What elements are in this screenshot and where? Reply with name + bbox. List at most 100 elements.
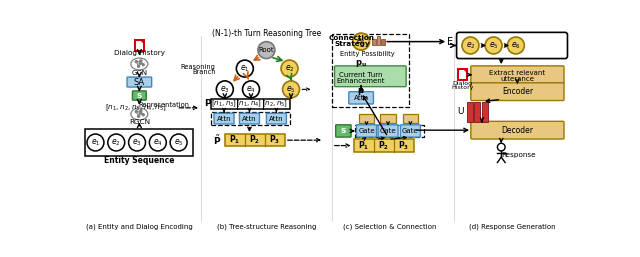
Polygon shape (141, 40, 144, 43)
Text: Attn: Attn (269, 116, 284, 122)
Ellipse shape (131, 108, 148, 120)
Circle shape (281, 60, 298, 77)
Ellipse shape (131, 58, 148, 70)
Text: $[n_1,n_3]$: $[n_1,n_3]$ (211, 99, 237, 109)
FancyBboxPatch shape (211, 113, 289, 125)
FancyBboxPatch shape (349, 92, 373, 104)
Text: $[n_2,n_5]$: $[n_2,n_5]$ (262, 99, 288, 109)
Text: Attn: Attn (217, 116, 232, 122)
Text: Gate: Gate (358, 128, 375, 134)
Text: $\mathbf{p_u}$: $\mathbf{p_u}$ (355, 58, 367, 69)
Circle shape (140, 110, 142, 112)
FancyBboxPatch shape (359, 114, 374, 123)
Text: Enhancement: Enhancement (337, 78, 385, 84)
FancyBboxPatch shape (214, 113, 234, 124)
FancyBboxPatch shape (239, 113, 259, 124)
FancyBboxPatch shape (211, 99, 289, 109)
Text: RGCN: RGCN (129, 120, 150, 125)
Text: Extract relevant: Extract relevant (490, 70, 545, 76)
Text: (c) Selection & Connection: (c) Selection & Connection (343, 223, 436, 230)
Text: Current Turn: Current Turn (339, 72, 383, 78)
FancyBboxPatch shape (381, 39, 385, 45)
Circle shape (139, 62, 141, 64)
Text: $\mathbf{P_1}$: $\mathbf{P_1}$ (358, 139, 369, 152)
Circle shape (129, 134, 145, 151)
Circle shape (142, 64, 144, 66)
Text: $\tilde{\mathbf{P}}$: $\tilde{\mathbf{P}}$ (213, 133, 221, 147)
FancyBboxPatch shape (132, 91, 147, 100)
Circle shape (138, 115, 140, 117)
Text: Gate: Gate (402, 128, 419, 134)
Text: $\mathbf{P_2}$: $\mathbf{P_2}$ (378, 139, 389, 152)
Text: P: P (204, 99, 211, 108)
FancyBboxPatch shape (471, 121, 564, 139)
Text: Encoder: Encoder (502, 87, 533, 96)
Text: $e_6$: $e_6$ (356, 36, 366, 47)
FancyBboxPatch shape (471, 83, 564, 100)
Text: Root: Root (259, 47, 274, 53)
Text: $\mathbf{P_1}$: $\mathbf{P_1}$ (228, 134, 239, 146)
Text: History: History (451, 85, 474, 90)
Text: Decoder: Decoder (501, 126, 533, 135)
Text: $e_3$: $e_3$ (132, 137, 142, 148)
FancyBboxPatch shape (380, 114, 396, 123)
Circle shape (149, 134, 166, 151)
Text: (N-1)-th Turn Reasoning Tree: (N-1)-th Turn Reasoning Tree (212, 29, 321, 38)
FancyBboxPatch shape (135, 40, 144, 51)
Text: $e_4$: $e_4$ (153, 137, 163, 148)
Text: Gate: Gate (380, 128, 396, 134)
FancyBboxPatch shape (336, 125, 351, 137)
Circle shape (216, 81, 234, 98)
Circle shape (139, 112, 141, 114)
FancyBboxPatch shape (456, 32, 568, 59)
Text: $e_5$: $e_5$ (286, 84, 296, 95)
Text: s: s (340, 126, 346, 135)
Circle shape (140, 60, 142, 62)
Text: U: U (457, 107, 464, 116)
Text: $e_2$: $e_2$ (466, 40, 476, 51)
FancyBboxPatch shape (332, 34, 409, 107)
FancyBboxPatch shape (127, 77, 152, 87)
Text: Connection: Connection (329, 35, 375, 41)
FancyBboxPatch shape (335, 66, 406, 87)
FancyBboxPatch shape (356, 125, 376, 137)
FancyBboxPatch shape (372, 39, 376, 45)
Text: Dialog: Dialog (452, 81, 473, 86)
Text: $e_3$: $e_3$ (220, 84, 230, 95)
Circle shape (485, 37, 502, 54)
Text: Entity Sequence: Entity Sequence (104, 157, 175, 166)
Circle shape (243, 81, 259, 98)
Circle shape (462, 37, 479, 54)
Circle shape (135, 111, 137, 113)
Text: $e_4$: $e_4$ (246, 84, 256, 95)
Text: $\mathbf{P_3}$: $\mathbf{P_3}$ (269, 134, 280, 146)
Text: $\mathbf{P_2}$: $\mathbf{P_2}$ (248, 134, 260, 146)
Text: utterance: utterance (500, 76, 534, 81)
FancyBboxPatch shape (471, 66, 564, 84)
FancyBboxPatch shape (482, 102, 488, 122)
Text: $[n_1,n_4]$: $[n_1,n_4]$ (236, 99, 262, 109)
Circle shape (135, 61, 137, 63)
Circle shape (142, 114, 144, 116)
Text: SA: SA (134, 78, 145, 87)
Circle shape (138, 65, 140, 67)
Text: $\mathbf{p}$: $\mathbf{p}$ (357, 86, 365, 97)
Text: $\mathbf{P_3}$: $\mathbf{P_3}$ (398, 139, 409, 152)
Text: $e_1$: $e_1$ (91, 137, 100, 148)
Text: Dialog History: Dialog History (114, 50, 165, 56)
FancyBboxPatch shape (467, 102, 473, 122)
Text: $e_5$: $e_5$ (174, 137, 184, 148)
Text: $[n_1,n_2,n_3,n_4,n_5]$: $[n_1,n_2,n_3,n_4,n_5]$ (105, 103, 167, 113)
Text: Entity Possibility: Entity Possibility (340, 51, 395, 57)
Text: Representation: Representation (138, 102, 189, 108)
FancyBboxPatch shape (458, 69, 467, 80)
Text: GCN: GCN (131, 70, 147, 76)
Text: Strategy: Strategy (334, 41, 370, 47)
Text: s: s (137, 91, 142, 100)
Circle shape (283, 81, 300, 98)
Text: $e_5$: $e_5$ (489, 40, 499, 51)
Circle shape (87, 134, 104, 151)
FancyBboxPatch shape (86, 130, 193, 155)
FancyBboxPatch shape (474, 102, 481, 122)
Text: Attn: Attn (242, 116, 257, 122)
